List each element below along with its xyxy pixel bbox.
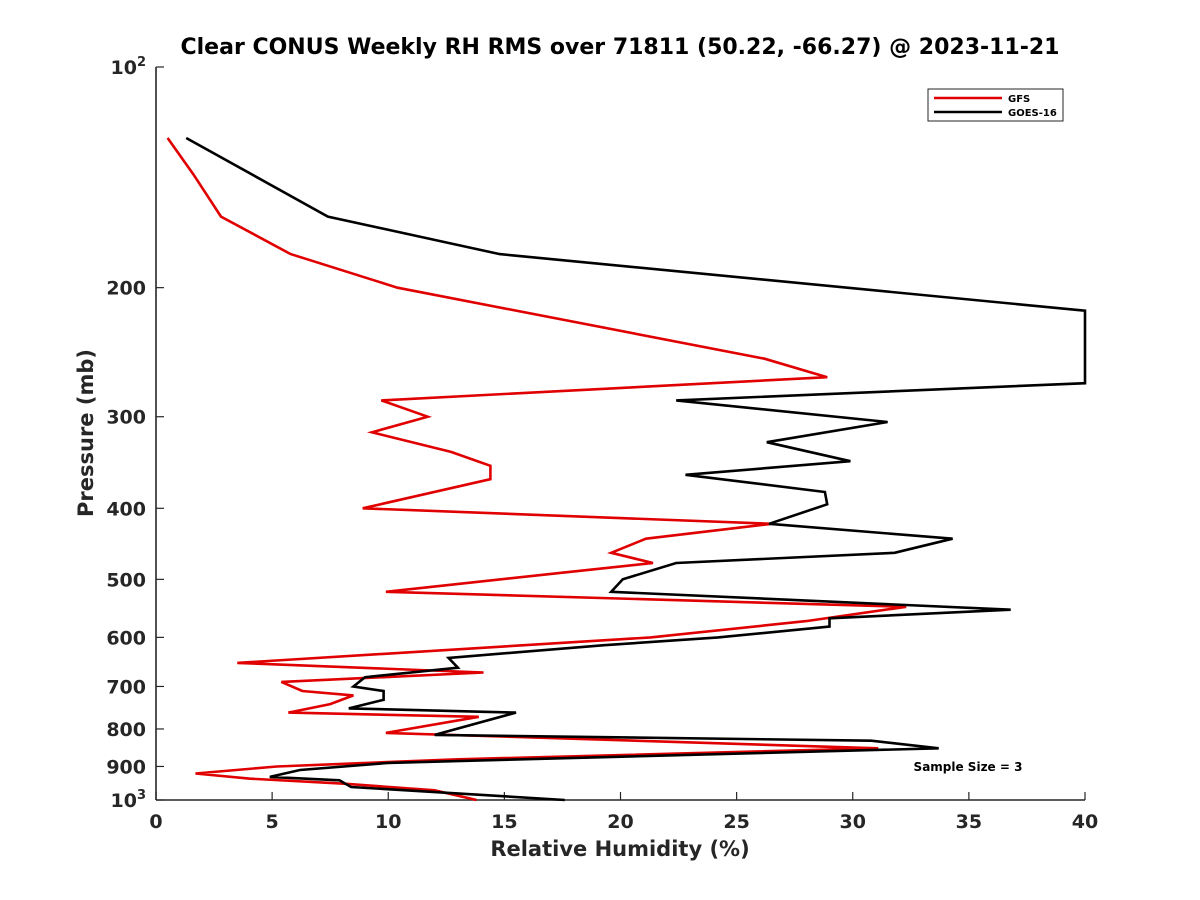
y-tick-label: 500: [106, 569, 146, 591]
x-tick-label: 30: [840, 811, 866, 833]
y-tick-label: 300: [106, 407, 146, 429]
y-axis-label: Pressure (mb): [74, 349, 98, 517]
x-tick-label: 20: [607, 811, 633, 833]
series-line-goes16: [185, 136, 1087, 802]
y-tick-label: 900: [106, 756, 146, 778]
series-line-gfs: [166, 137, 907, 802]
y-tick-label: 102: [111, 55, 147, 79]
x-tick-label: 35: [956, 811, 982, 833]
legend-box: [927, 88, 1064, 122]
x-tick-label: 10: [375, 811, 401, 833]
y-tick-label: 400: [106, 498, 146, 520]
y-tick-label: 200: [106, 278, 146, 300]
x-axis-label: Relative Humidity (%): [490, 837, 749, 861]
chart-legend: GFS GOES-16: [927, 88, 1064, 122]
x-tick-label: 40: [1072, 811, 1098, 833]
x-tick-label: 25: [723, 811, 749, 833]
plot-labels: Clear CONUS Weekly RH RMS over 71811 (50…: [74, 35, 1060, 861]
legend-label-gfs: GFS: [1008, 94, 1030, 105]
plot-lines: [166, 136, 1087, 802]
chart-title: Clear CONUS Weekly RH RMS over 71811 (50…: [181, 35, 1060, 60]
x-tick-label: 5: [266, 811, 279, 833]
legend-label-goes16: GOES-16: [1008, 108, 1057, 119]
sample-size-annotation: Sample Size = 3: [914, 760, 1023, 774]
y-tick-label: 800: [106, 719, 146, 741]
y-tick-label: 700: [106, 676, 146, 698]
plot-axes: 0 5 10 15 20 25 30 35 40 102 200 300 400 500 600 700 800…: [106, 55, 1098, 833]
y-tick-label: 600: [106, 627, 146, 649]
x-tick-label: 15: [491, 811, 517, 833]
x-tick-label: 0: [149, 811, 162, 833]
y-tick-label: 103: [111, 788, 147, 812]
